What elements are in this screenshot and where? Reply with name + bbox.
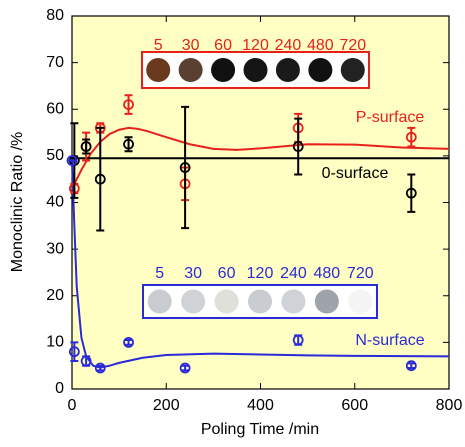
- data-point: [179, 362, 191, 374]
- sample-image: [214, 289, 239, 314]
- series-label: 0-surface: [322, 165, 389, 182]
- sample-image: [181, 289, 206, 314]
- sample-image: [275, 58, 300, 82]
- error-bar: [407, 126, 416, 148]
- data-point: [66, 155, 78, 166]
- sample-image: [281, 289, 306, 314]
- data-point: [94, 173, 106, 185]
- sample-image: [147, 289, 172, 314]
- inset-label: 5: [155, 265, 164, 282]
- fit-curve: [71, 126, 450, 189]
- data-point: [68, 346, 80, 358]
- data-point: [80, 141, 92, 152]
- inset-label: 5: [154, 37, 163, 54]
- y-tick-label: 70: [46, 54, 64, 71]
- data-point: [123, 99, 134, 110]
- data-point: [405, 360, 417, 372]
- error-bar: [70, 341, 79, 363]
- fit-curve: [71, 160, 450, 369]
- inset-label: 480: [314, 265, 341, 282]
- y-tick-label: 80: [46, 7, 64, 24]
- error-bar: [124, 339, 133, 346]
- inset-label: 720: [339, 37, 366, 54]
- y-tick-label: 50: [46, 147, 64, 164]
- inset-label: 480: [307, 37, 334, 54]
- x-axis-title: Poling Time /min: [201, 421, 319, 438]
- inset-label: 60: [218, 265, 236, 282]
- error-bar: [96, 364, 105, 372]
- y-tick-label: 10: [46, 334, 64, 351]
- data-point: [405, 187, 417, 199]
- inset-label: 120: [242, 37, 269, 54]
- data-point: [123, 138, 134, 150]
- series-label: N-surface: [355, 332, 424, 349]
- y-axis-title: Monoclinic Ratio /%: [9, 132, 26, 273]
- sample-image: [348, 289, 373, 314]
- inset-label: 240: [275, 37, 302, 54]
- x-tick-label: 0: [68, 397, 77, 414]
- sample-image: [211, 58, 236, 82]
- sample-image: [248, 289, 272, 314]
- error-bar: [124, 94, 133, 115]
- inset-label: 240: [280, 265, 307, 282]
- series-label: P-surface: [356, 109, 425, 126]
- plot-frame: [71, 15, 450, 390]
- y-tick-label: 60: [46, 100, 64, 117]
- data-point: [292, 334, 304, 346]
- sample-image: [178, 58, 203, 82]
- data-point: [292, 141, 304, 152]
- error-bar: [181, 364, 190, 372]
- y-tick-label: 40: [46, 194, 64, 211]
- sample-image: [314, 289, 339, 314]
- x-tick-label: 800: [436, 397, 463, 414]
- error-bar: [181, 105, 190, 230]
- y-tick-label: 0: [55, 380, 64, 397]
- error-bar: [407, 362, 416, 370]
- data-point: [123, 336, 134, 348]
- inset-label: 30: [184, 265, 202, 282]
- inset-label: 60: [214, 37, 232, 54]
- sample-image: [340, 58, 365, 82]
- inset-label: 120: [247, 265, 274, 282]
- data-point: [94, 362, 106, 374]
- x-tick-label: 200: [153, 397, 180, 414]
- x-tick-label: 600: [341, 397, 368, 414]
- error-bar: [407, 173, 416, 213]
- data-point: [179, 162, 191, 173]
- sample-image: [146, 58, 171, 82]
- sample-image: [308, 58, 333, 82]
- inset-label: 720: [347, 265, 374, 282]
- x-tick-label: 400: [247, 397, 274, 414]
- error-bar: [96, 126, 105, 232]
- y-tick-label: 20: [46, 287, 64, 304]
- data-point: [80, 355, 92, 367]
- y-tick-label: 30: [46, 240, 64, 257]
- sample-image: [243, 58, 268, 82]
- data-point: [405, 131, 417, 143]
- error-bar: [294, 117, 303, 176]
- inset-label: 30: [182, 37, 200, 54]
